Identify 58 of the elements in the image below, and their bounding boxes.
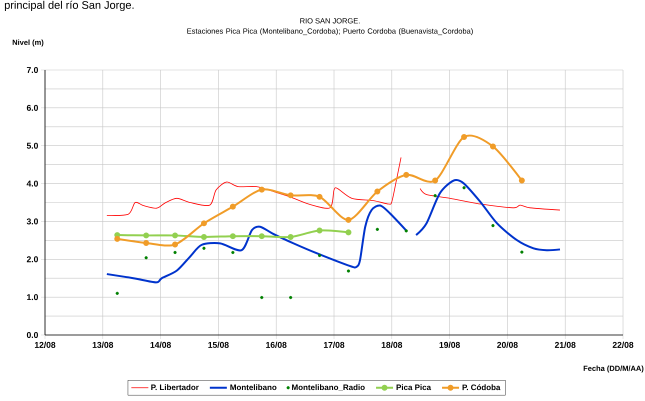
point — [316, 228, 323, 234]
point — [143, 232, 150, 238]
point — [345, 229, 352, 236]
point — [200, 234, 207, 240]
point — [172, 232, 178, 238]
point — [346, 269, 350, 273]
y-tick-label: 0.0 — [26, 332, 38, 338]
point — [288, 234, 294, 240]
x-tick-label: 20/08 — [497, 342, 518, 348]
text: principal del río San Jorge. — [4, 0, 134, 12]
point — [520, 250, 524, 254]
point — [376, 228, 379, 231]
point — [231, 250, 234, 254]
point — [288, 192, 294, 198]
x-tick-label: 19/08 — [440, 342, 460, 348]
point — [434, 194, 437, 198]
y-tick-label: 2.0 — [26, 256, 38, 262]
point — [114, 236, 120, 242]
point — [230, 233, 236, 240]
y-tick-label: 3.0 — [26, 218, 38, 224]
x-tick-label: 13/08 — [92, 342, 114, 348]
point — [374, 188, 380, 195]
x-tick-label: 21/08 — [554, 342, 576, 348]
point — [461, 134, 468, 140]
point — [230, 204, 236, 210]
point — [289, 296, 292, 300]
point — [345, 216, 352, 223]
point — [260, 296, 264, 300]
point — [404, 229, 408, 232]
x-tick-label: 17/08 — [324, 342, 344, 348]
point — [318, 254, 322, 258]
point — [258, 233, 265, 240]
point — [116, 292, 119, 295]
point — [143, 240, 150, 246]
point — [432, 178, 438, 184]
point — [202, 246, 206, 250]
x-tick-label: 16/08 — [266, 342, 287, 348]
point — [144, 256, 148, 260]
y-tick-label: 1.0 — [27, 294, 38, 300]
point — [316, 194, 323, 200]
point — [462, 186, 466, 190]
point — [258, 186, 265, 193]
x-tick-label: 12/08 — [34, 342, 56, 348]
y-tick-label: 4.0 — [26, 180, 38, 187]
point — [172, 242, 178, 248]
x-tick-label: 22/08 — [612, 342, 634, 348]
y-tick-label: 7.0 — [26, 67, 38, 73]
point — [173, 250, 177, 254]
point — [200, 220, 207, 226]
point — [403, 172, 410, 178]
y-tick-label: 5.0 — [26, 142, 38, 149]
x-tick-label: 18/08 — [382, 342, 402, 348]
x-tick-label: 14/08 — [150, 342, 171, 348]
x-tick-label: 15/08 — [208, 342, 229, 348]
y-tick-label: 6.0 — [26, 104, 38, 111]
point — [490, 143, 496, 150]
point — [491, 224, 495, 228]
point — [518, 178, 525, 184]
